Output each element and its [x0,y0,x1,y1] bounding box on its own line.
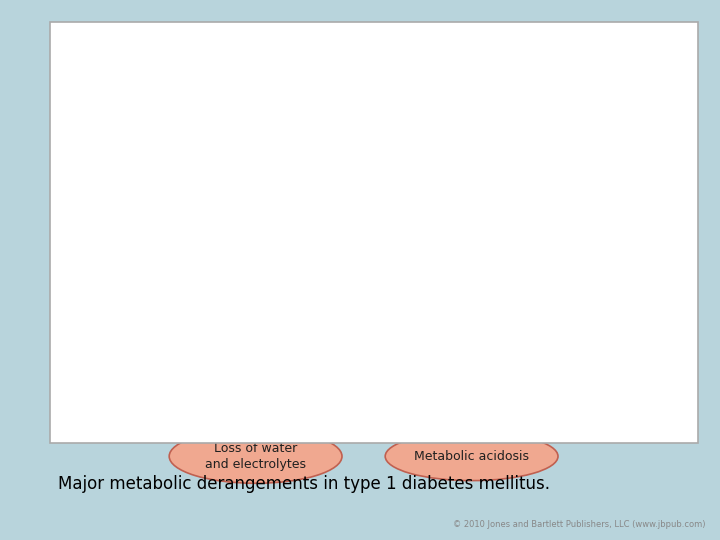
Ellipse shape [425,189,612,243]
Ellipse shape [418,265,619,319]
FancyBboxPatch shape [295,42,425,87]
Ellipse shape [349,340,536,394]
Ellipse shape [101,189,302,243]
Ellipse shape [385,432,558,481]
Text: Insulin lack: Insulin lack [325,58,395,71]
Text: © 2010 Jones and Bartlett Publishers, LLC (www.jbpub.com): © 2010 Jones and Bartlett Publishers, LL… [453,520,706,529]
Text: Overproduction
of ketone bodies: Overproduction of ketone bodies [467,277,570,306]
Text: Elevated blood glucose: Elevated blood glucose [129,285,274,298]
Text: Urinary loss of
ketone bodies: Urinary loss of ketone bodies [397,353,488,382]
Text: Accumulation of
glucose in blood: Accumulation of glucose in blood [150,201,253,231]
Ellipse shape [252,108,468,162]
Ellipse shape [101,343,302,391]
Text: Catabolism of fat: Catabolism of fat [464,210,572,222]
Text: Major metabolic derangements in type 1 diabetes mellitus.: Major metabolic derangements in type 1 d… [58,475,549,493]
Ellipse shape [101,267,302,316]
Ellipse shape [169,429,342,483]
Text: Loss of water
and electrolytes: Loss of water and electrolytes [205,442,306,471]
Text: Urinary loss of glucose: Urinary loss of glucose [130,361,273,374]
Text: Impaired utilization
of glucose: Impaired utilization of glucose [300,120,420,150]
Text: Metabolic acidosis: Metabolic acidosis [414,450,529,463]
